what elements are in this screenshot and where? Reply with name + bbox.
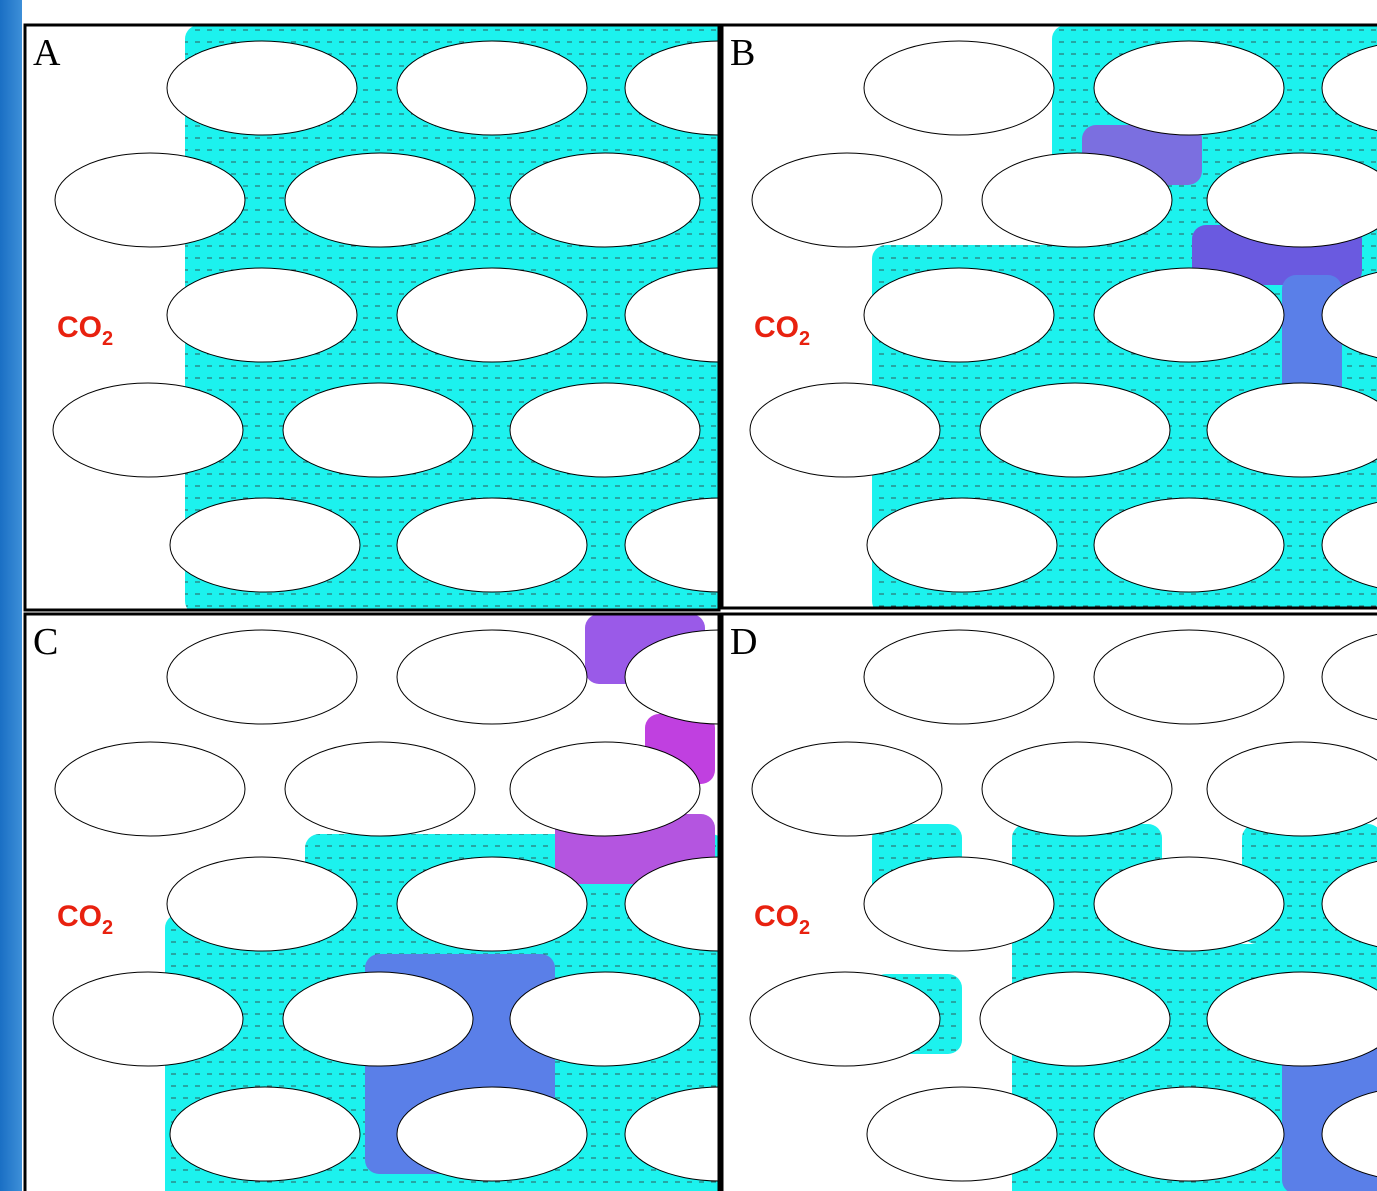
grain bbox=[750, 383, 940, 477]
grain bbox=[55, 742, 245, 836]
annotation-text: CO bbox=[754, 311, 799, 344]
annotation-subscript: 2 bbox=[102, 917, 113, 939]
grain bbox=[283, 972, 473, 1066]
grain bbox=[510, 153, 700, 247]
grain bbox=[752, 153, 942, 247]
grain bbox=[982, 742, 1172, 836]
grain bbox=[980, 383, 1170, 477]
grain bbox=[510, 972, 700, 1066]
annotation-subscript: 2 bbox=[102, 328, 113, 350]
grain bbox=[167, 268, 357, 362]
grain bbox=[510, 383, 700, 477]
panel-label: A bbox=[33, 32, 61, 74]
grain bbox=[1094, 1087, 1284, 1181]
grain bbox=[283, 383, 473, 477]
grain bbox=[1094, 268, 1284, 362]
annotation-text: CO bbox=[57, 311, 102, 344]
grain bbox=[170, 498, 360, 592]
grain bbox=[285, 153, 475, 247]
grain bbox=[1094, 630, 1284, 724]
panel: D CO2 bbox=[722, 614, 1377, 1191]
grain bbox=[867, 1087, 1057, 1181]
grain bbox=[982, 153, 1172, 247]
panel-label: B bbox=[730, 32, 755, 74]
grain bbox=[53, 383, 243, 477]
grain bbox=[1094, 41, 1284, 135]
panel: B CO2 bbox=[722, 25, 1377, 615]
grain bbox=[53, 972, 243, 1066]
panel-label: D bbox=[730, 621, 757, 663]
grain bbox=[167, 41, 357, 135]
grain bbox=[864, 41, 1054, 135]
grain bbox=[397, 1087, 587, 1181]
grain bbox=[864, 857, 1054, 951]
grain bbox=[397, 498, 587, 592]
grain bbox=[864, 268, 1054, 362]
annotation-text: CO bbox=[57, 900, 102, 933]
grain bbox=[397, 268, 587, 362]
grain bbox=[285, 742, 475, 836]
grain bbox=[752, 742, 942, 836]
grain bbox=[864, 630, 1054, 724]
grain bbox=[1094, 498, 1284, 592]
annotation-subscript: 2 bbox=[799, 917, 810, 939]
grain bbox=[980, 972, 1170, 1066]
grain bbox=[867, 498, 1057, 592]
grain bbox=[170, 1087, 360, 1181]
grain bbox=[397, 41, 587, 135]
grain bbox=[167, 857, 357, 951]
grain bbox=[167, 630, 357, 724]
annotation-subscript: 2 bbox=[799, 328, 810, 350]
grain bbox=[1094, 857, 1284, 951]
annotation-text: CO bbox=[754, 900, 799, 933]
grain bbox=[397, 857, 587, 951]
grain bbox=[510, 742, 700, 836]
grain bbox=[397, 630, 587, 724]
grain bbox=[55, 153, 245, 247]
grain bbox=[750, 972, 940, 1066]
side-strip bbox=[0, 0, 22, 1191]
panel-label: C bbox=[33, 621, 58, 663]
figure: ACO2BCO2CCO2DCO2 bbox=[0, 0, 1377, 1191]
